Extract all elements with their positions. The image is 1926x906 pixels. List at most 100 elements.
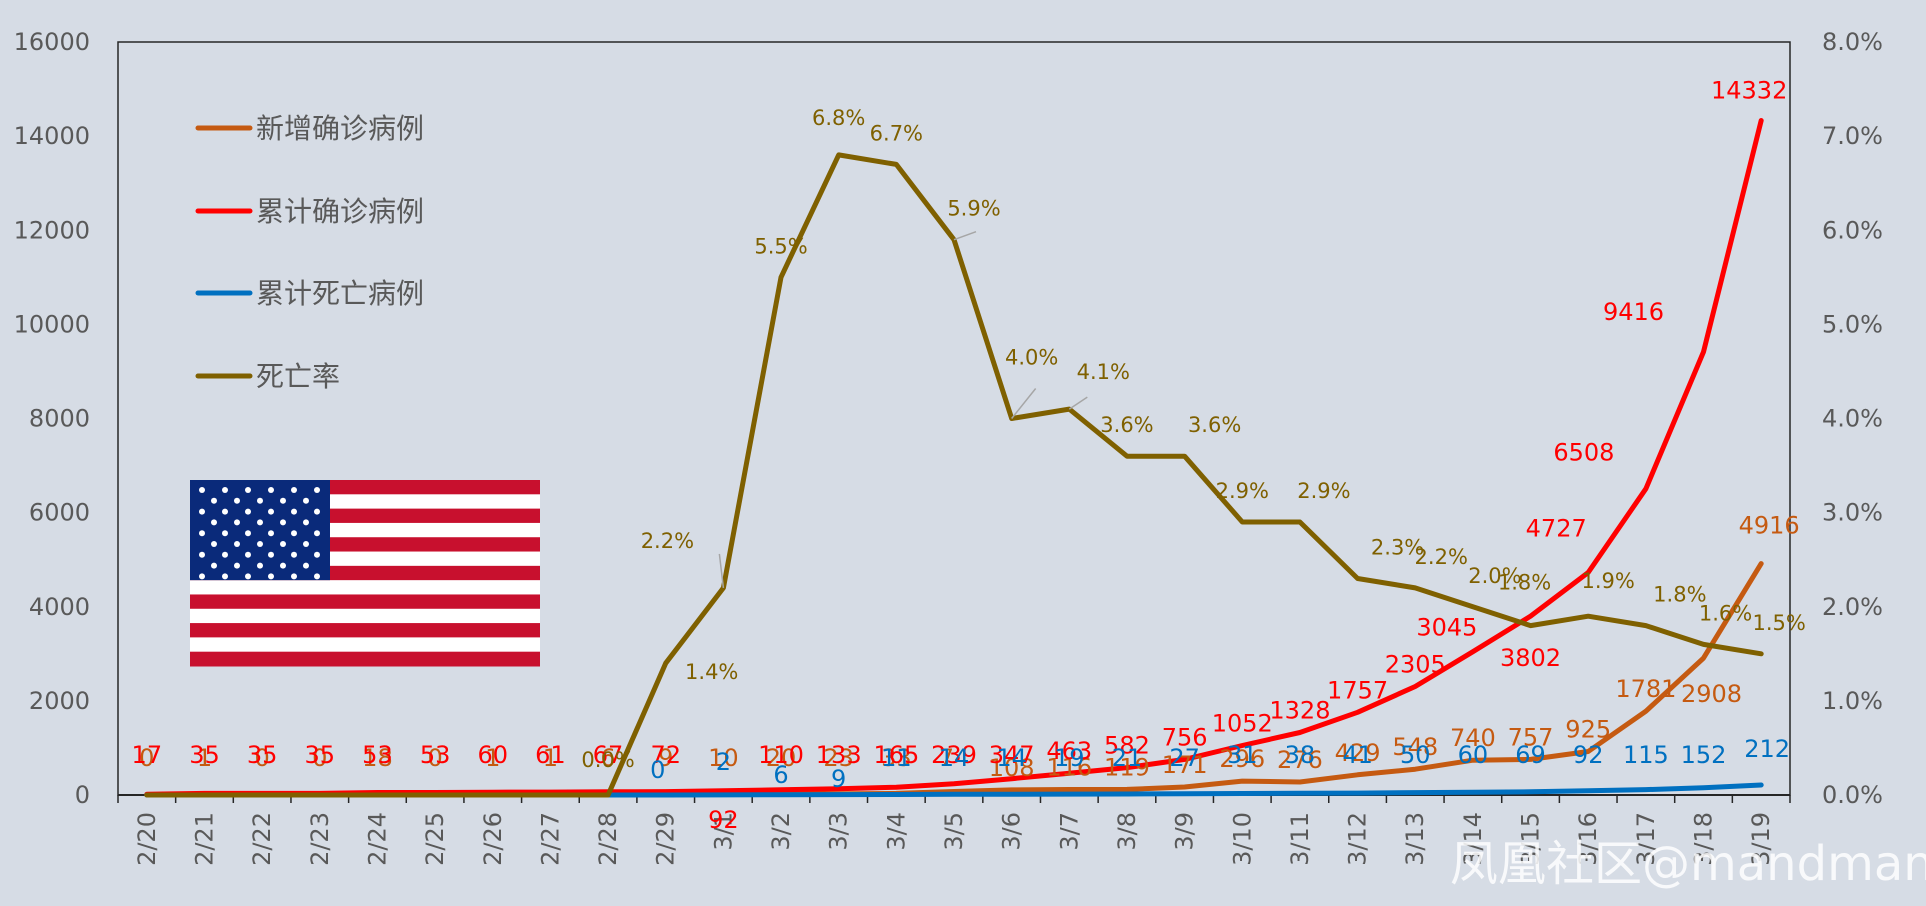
legend-label: 死亡率 bbox=[256, 360, 340, 393]
flag-stripe bbox=[190, 580, 540, 595]
data-label-cumulative-cases: 35 bbox=[305, 741, 336, 769]
data-label-new-cases: 0 bbox=[139, 744, 154, 772]
flag-star bbox=[245, 551, 251, 558]
x-tick-label: 3/5 bbox=[940, 812, 968, 851]
flag-star bbox=[222, 487, 228, 493]
flag-star bbox=[280, 541, 286, 547]
data-label-cumulative-cases: 60 bbox=[477, 741, 508, 769]
data-label-new-cases: 74 bbox=[939, 744, 970, 772]
data-label-cumulative-deaths: 60 bbox=[1458, 741, 1489, 769]
data-label-cumulative-cases: 110 bbox=[758, 741, 804, 769]
data-label-new-cases: 171 bbox=[1162, 751, 1208, 779]
flag-star bbox=[234, 497, 240, 504]
data-label-cumulative-cases: 35 bbox=[189, 741, 220, 769]
x-tick-label: 3/16 bbox=[1574, 812, 1602, 866]
flag-star bbox=[291, 573, 297, 580]
data-label-new-cases: 10 bbox=[708, 744, 739, 772]
data-label-cumulative-cases: 35 bbox=[247, 741, 278, 769]
data-label-new-cases: 296 bbox=[1219, 745, 1265, 773]
x-tick-label: 3/12 bbox=[1344, 812, 1372, 866]
data-label-new-cases: 0 bbox=[312, 744, 327, 772]
x-tick-label: 2/29 bbox=[652, 812, 680, 866]
flag-star bbox=[199, 573, 205, 580]
data-label-cumulative-deaths: 21 bbox=[1112, 744, 1143, 772]
flag-star bbox=[280, 562, 286, 569]
x-tick-label: 3/7 bbox=[1055, 812, 1083, 851]
flag-star bbox=[234, 541, 240, 547]
data-label-new-cases: 2908 bbox=[1681, 680, 1742, 708]
data-label-new-cases: 4916 bbox=[1739, 512, 1800, 540]
label-leader-line bbox=[1011, 388, 1037, 419]
flag-star bbox=[280, 519, 286, 526]
y-right-tick-label: 0.0% bbox=[1822, 781, 1883, 809]
flag-stripe bbox=[190, 608, 540, 624]
label-leader-line bbox=[718, 553, 725, 589]
data-label-cumulative-cases: 239 bbox=[931, 741, 977, 769]
data-label-death-rate: 4.0% bbox=[1005, 346, 1058, 370]
data-label-new-cases: 116 bbox=[1046, 754, 1092, 782]
y-right-tick-label: 1.0% bbox=[1822, 687, 1883, 715]
flag-star bbox=[222, 573, 228, 580]
flag-star bbox=[268, 508, 274, 515]
data-label-new-cases: 18 bbox=[362, 744, 393, 772]
flag-star bbox=[303, 562, 309, 569]
data-label-new-cases: 1 bbox=[197, 744, 212, 772]
data-label-cumulative-cases: 67 bbox=[593, 741, 624, 769]
data-label-cumulative-cases: 14332 bbox=[1711, 77, 1787, 105]
flag-star bbox=[314, 487, 320, 493]
flag-star bbox=[222, 508, 228, 515]
data-label-cumulative-deaths: 27 bbox=[1169, 744, 1200, 772]
y-left-tick-label: 12000 bbox=[14, 216, 90, 244]
x-tick-label: 2/22 bbox=[248, 812, 276, 866]
x-tick-label: 2/25 bbox=[421, 812, 449, 866]
x-tick-label: 3/17 bbox=[1632, 812, 1660, 866]
flag-stripe bbox=[190, 594, 540, 610]
flag-star bbox=[199, 530, 205, 537]
flag-star bbox=[291, 508, 297, 515]
data-label-cumulative-cases: 53 bbox=[362, 741, 393, 769]
flag-star bbox=[199, 551, 205, 558]
data-label-cumulative-deaths: 19 bbox=[1054, 744, 1085, 772]
data-label-cumulative-deaths: 41 bbox=[1342, 741, 1373, 769]
label-leader-line bbox=[953, 230, 977, 241]
series-line bbox=[144, 152, 1764, 798]
flag-star bbox=[280, 497, 286, 504]
data-label-new-cases: 925 bbox=[1565, 715, 1611, 743]
us-flag-image bbox=[190, 480, 540, 667]
data-label-death-rate: 2.2% bbox=[1415, 545, 1468, 569]
data-label-cumulative-cases: 1052 bbox=[1212, 709, 1273, 737]
data-label-cumulative-deaths: 14 bbox=[996, 744, 1027, 772]
data-label-cumulative-deaths: 11 bbox=[881, 744, 912, 772]
data-label-cumulative-deaths: 6 bbox=[773, 761, 788, 789]
data-label-cumulative-cases: 17 bbox=[132, 741, 163, 769]
data-label-cumulative-cases: 4727 bbox=[1526, 515, 1587, 543]
data-label-death-rate: 1.6% bbox=[1699, 601, 1752, 625]
legend-label: 新增确诊病例 bbox=[256, 112, 424, 145]
x-tick-label: 3/2 bbox=[767, 812, 795, 851]
flag-star bbox=[222, 530, 228, 537]
y-right-tick-label: 4.0% bbox=[1822, 405, 1883, 433]
data-label-cumulative-deaths: 152 bbox=[1681, 741, 1727, 769]
data-label-new-cases: 740 bbox=[1450, 724, 1496, 752]
flag-star bbox=[291, 487, 297, 493]
data-label-cumulative-cases: 9416 bbox=[1603, 298, 1664, 326]
data-label-death-rate: 2.3% bbox=[1371, 536, 1424, 560]
y-right-tick-label: 7.0% bbox=[1822, 122, 1883, 150]
x-tick-label: 2/20 bbox=[133, 812, 161, 866]
flag-star bbox=[268, 551, 274, 558]
flag-star bbox=[268, 487, 274, 493]
flag-star bbox=[314, 530, 320, 537]
y-left-tick-label: 14000 bbox=[14, 122, 90, 150]
watermark: 凤凰社区@mandman bbox=[1450, 836, 1926, 892]
y-right-tick-label: 6.0% bbox=[1822, 216, 1883, 244]
data-label-cumulative-deaths: 31 bbox=[1227, 741, 1258, 769]
data-label-death-rate: 1.8% bbox=[1498, 571, 1551, 595]
flag-star bbox=[303, 541, 309, 547]
data-label-cumulative-cases: 347 bbox=[989, 741, 1035, 769]
data-label-new-cases: 33 bbox=[881, 744, 912, 772]
data-label-new-cases: 23 bbox=[823, 744, 854, 772]
x-tick-label: 3/11 bbox=[1286, 812, 1314, 866]
x-tick-label: 2/26 bbox=[479, 812, 507, 866]
x-tick-label: 3/3 bbox=[825, 812, 853, 851]
